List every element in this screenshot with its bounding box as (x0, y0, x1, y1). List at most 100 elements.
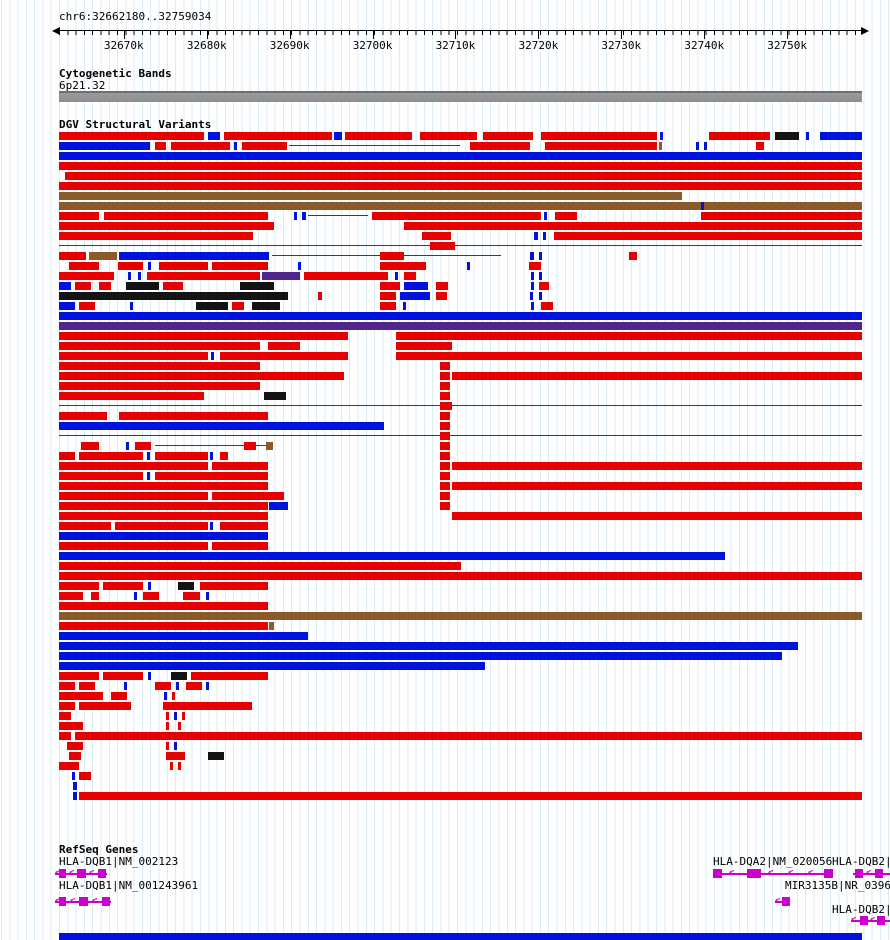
variant-bar[interactable] (440, 482, 451, 490)
variant-bar[interactable] (440, 472, 451, 480)
variant-bar[interactable] (210, 352, 214, 360)
variant-bar[interactable] (404, 282, 429, 290)
variant-bar[interactable] (177, 582, 194, 590)
variant-bar[interactable] (529, 292, 533, 300)
variant-bar[interactable] (531, 272, 535, 280)
variant-bar[interactable] (67, 742, 84, 750)
variant-bar[interactable] (396, 352, 862, 360)
variant-bar[interactable] (223, 132, 332, 140)
variant-bar[interactable] (124, 682, 128, 690)
variant-bar[interactable] (155, 472, 268, 480)
gene-exon[interactable] (713, 869, 722, 878)
gene-glyph[interactable] (851, 920, 890, 922)
variant-bar[interactable] (191, 672, 268, 680)
variant-bar[interactable] (440, 462, 451, 470)
variant-bar[interactable] (59, 362, 260, 370)
variant-bar[interactable] (820, 132, 862, 140)
variant-bar[interactable] (185, 682, 202, 690)
variant-bar[interactable] (703, 142, 707, 150)
variant-bar[interactable] (59, 302, 76, 310)
variant-bar[interactable] (79, 702, 132, 710)
variant-bar[interactable] (148, 262, 152, 270)
variant-bar[interactable] (544, 212, 548, 220)
variant-bar[interactable] (59, 682, 76, 690)
variant-bar[interactable] (165, 712, 169, 720)
variant-bar[interactable] (59, 632, 308, 640)
variant-bar[interactable] (700, 202, 704, 210)
variant-bar[interactable] (59, 292, 288, 300)
variant-bar[interactable] (169, 762, 174, 770)
variant-bar[interactable] (209, 452, 214, 460)
variant-bar[interactable] (421, 232, 451, 240)
variant-bar[interactable] (59, 602, 268, 610)
variant-bar[interactable] (554, 232, 862, 240)
variant-bar[interactable] (59, 282, 72, 290)
variant-bar[interactable] (59, 542, 208, 550)
variant-bar[interactable] (211, 262, 268, 270)
variant-bar[interactable] (59, 672, 100, 680)
variant-bar[interactable] (440, 372, 451, 380)
variant-bar[interactable] (91, 592, 100, 600)
variant-bar[interactable] (118, 262, 144, 270)
variant-bar[interactable] (400, 292, 430, 300)
variant-bar[interactable] (59, 702, 76, 710)
cytoband-bar[interactable] (59, 91, 862, 102)
variant-bar[interactable] (59, 435, 862, 436)
gene-exon[interactable] (98, 869, 106, 878)
variant-bar[interactable] (103, 212, 268, 220)
gene-label[interactable]: HLA-DQB2| (832, 903, 890, 916)
variant-bar[interactable] (530, 252, 534, 260)
variant-bar[interactable] (318, 292, 322, 300)
variant-bar[interactable] (380, 292, 397, 300)
variant-bar[interactable] (59, 382, 260, 390)
variant-bar[interactable] (59, 232, 254, 240)
variant-bar[interactable] (183, 592, 200, 600)
variant-bar[interactable] (534, 232, 538, 240)
variant-bar[interactable] (172, 692, 176, 700)
variant-bar[interactable] (211, 492, 284, 500)
variant-bar[interactable] (266, 442, 273, 450)
variant-bar[interactable] (59, 452, 76, 460)
variant-bar[interactable] (380, 302, 397, 310)
variant-bar[interactable] (148, 672, 152, 680)
variant-bar[interactable] (59, 592, 84, 600)
variant-bar[interactable] (269, 502, 288, 510)
variant-bar[interactable] (466, 262, 471, 270)
variant-bar[interactable] (59, 572, 862, 580)
variant-bar[interactable] (163, 702, 252, 710)
variant-bar[interactable] (119, 252, 270, 260)
gene-exon[interactable] (79, 897, 88, 906)
gene-glyph[interactable] (713, 873, 833, 875)
variant-bar[interactable] (148, 582, 152, 590)
variant-bar[interactable] (440, 412, 451, 420)
gene-exon[interactable] (860, 916, 868, 925)
variant-bar[interactable] (207, 132, 220, 140)
variant-bar[interactable] (81, 442, 100, 450)
variant-bar[interactable] (302, 212, 306, 220)
variant-bar[interactable] (59, 422, 385, 430)
variant-bar[interactable] (146, 472, 150, 480)
variant-bar[interactable] (482, 132, 533, 140)
variant-bar[interactable] (555, 212, 577, 220)
variant-bar[interactable] (452, 372, 862, 380)
variant-bar[interactable] (59, 552, 726, 560)
variant-bar[interactable] (262, 272, 300, 280)
variant-bar[interactable] (59, 245, 862, 246)
variant-bar[interactable] (539, 292, 543, 300)
variant-bar[interactable] (440, 402, 453, 410)
variant-bar[interactable] (59, 252, 87, 260)
variant-bar[interactable] (307, 215, 369, 216)
variant-bar[interactable] (303, 272, 389, 280)
variant-bar[interactable] (171, 142, 231, 150)
variant-bar[interactable] (75, 282, 92, 290)
variant-bar[interactable] (71, 772, 76, 780)
variant-bar[interactable] (99, 282, 112, 290)
variant-bar[interactable] (59, 332, 349, 340)
variant-bar[interactable] (404, 222, 862, 230)
variant-bar[interactable] (59, 532, 268, 540)
variant-bar[interactable] (135, 442, 152, 450)
variant-bar[interactable] (59, 222, 275, 230)
variant-bar[interactable] (209, 522, 214, 530)
variant-bar[interactable] (436, 292, 447, 300)
variant-bar[interactable] (137, 272, 141, 280)
